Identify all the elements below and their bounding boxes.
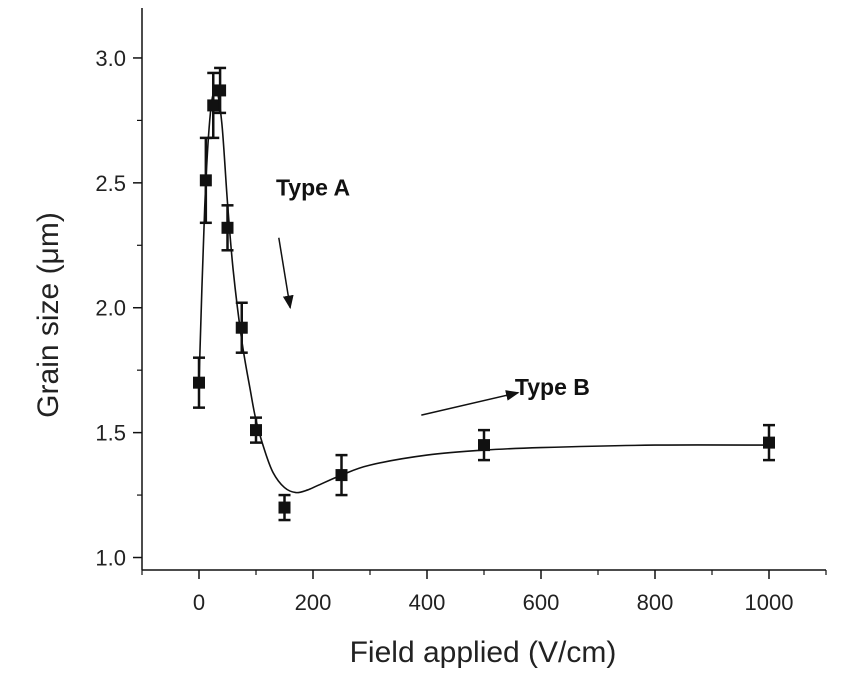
annotations-layer: Type A Type B <box>276 174 590 416</box>
data-marker <box>221 221 234 234</box>
data-marker <box>335 469 348 482</box>
data-point <box>478 428 490 462</box>
annotation-label: Type B <box>515 374 590 400</box>
data-point <box>221 204 234 252</box>
data-marker <box>214 84 227 97</box>
data-point <box>235 301 248 354</box>
data-point <box>763 423 775 462</box>
data-marker <box>478 439 490 452</box>
y-tick-label: 2.0 <box>95 296 126 321</box>
data-point <box>193 356 205 409</box>
data-marker <box>207 99 220 112</box>
x-tick-label: 800 <box>637 590 674 615</box>
y-ticks: 1.0 1.5 2.0 2.5 3.0 <box>95 46 142 571</box>
y-tick-label: 3.0 <box>95 46 126 71</box>
annotation-arrow <box>421 390 520 416</box>
data-point <box>199 136 212 225</box>
x-tick-label: 600 <box>523 590 560 615</box>
y-tick-label: 1.0 <box>95 546 126 571</box>
data-marker <box>763 436 775 449</box>
y-tick-label: 1.5 <box>95 421 126 446</box>
annotation-label: Type A <box>276 174 350 200</box>
y-tick-label: 2.5 <box>95 171 126 196</box>
annotation-arrow <box>278 237 294 310</box>
data-points-layer <box>193 66 775 522</box>
data-point <box>207 71 220 140</box>
x-tick-label: 200 <box>295 590 332 615</box>
x-tick-label: 400 <box>409 590 446 615</box>
data-marker <box>278 501 291 514</box>
data-marker <box>250 424 262 437</box>
data-marker <box>235 321 248 334</box>
x-tick-label: 0 <box>193 590 205 615</box>
data-marker <box>193 376 205 389</box>
y-axis-title: Grain size (μm) <box>32 212 65 418</box>
axes <box>141 8 826 571</box>
data-point <box>278 493 291 522</box>
data-marker <box>199 174 212 187</box>
x-tick-label: 1000 <box>745 590 794 615</box>
x-axis-title: Field applied (V/cm) <box>350 636 617 669</box>
data-point <box>250 416 262 444</box>
data-point <box>214 66 227 115</box>
x-ticks: 0 200 400 600 800 1000 <box>141 570 827 615</box>
data-point <box>335 453 348 497</box>
